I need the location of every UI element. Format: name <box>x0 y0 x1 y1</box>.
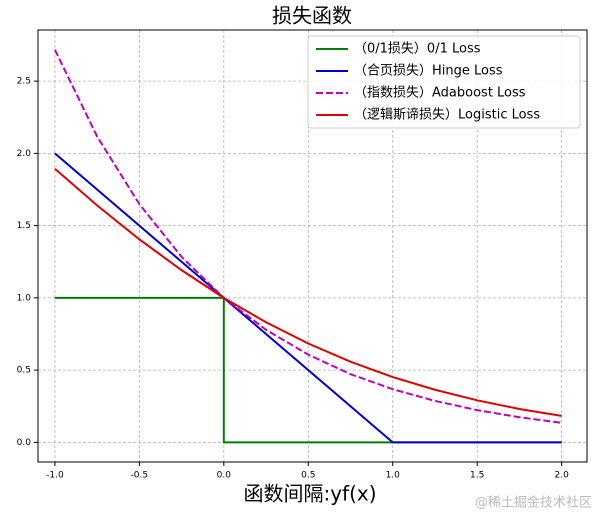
x-tick-label: 1.0 <box>386 471 401 481</box>
line <box>54 167 562 417</box>
y-tick-label: 0.5 <box>17 366 31 376</box>
plot-frame <box>37 29 588 463</box>
chart-title: 损失函数 <box>272 4 352 28</box>
legend-label: （合页损失）Hinge Loss <box>354 64 503 79</box>
line <box>53 49 562 424</box>
watermark: @稀土掘金技术社区 <box>475 495 592 511</box>
legend-label: （指数损失）Adaboost Loss <box>354 86 526 101</box>
y-tick-label: 1.5 <box>17 221 31 231</box>
x-tick-label: 0.0 <box>217 471 232 481</box>
y-tick-label: 1.0 <box>17 293 32 303</box>
x-tick-label: 2.0 <box>554 471 569 481</box>
legend-label: （0/1损失）0/1 Loss <box>354 42 481 57</box>
x-axis-label: 函数间隔:yf(x) <box>243 482 376 506</box>
x-tick-label: 0.5 <box>301 471 315 481</box>
line <box>54 152 562 444</box>
x-tick-label: 1.5 <box>470 471 484 481</box>
y-tick-label: 2.5 <box>17 77 31 87</box>
legend-label: （逻辑斯谛损失）Logistic Loss <box>354 107 540 123</box>
legend-box <box>307 35 581 129</box>
y-tick-label: 0.0 <box>17 438 32 448</box>
x-tick-label: -0.5 <box>131 471 149 481</box>
x-tick-label: -1.0 <box>46 471 64 481</box>
y-tick-label: 2.0 <box>17 149 32 159</box>
